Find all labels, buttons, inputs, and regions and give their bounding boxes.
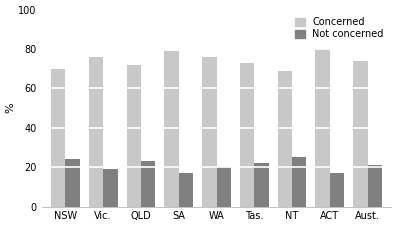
Bar (103, 169, 118, 207)
Bar (127, 65, 141, 207)
Bar (330, 173, 344, 207)
Bar (216, 167, 231, 207)
Bar (240, 63, 254, 207)
Bar (51, 69, 66, 207)
Bar (353, 61, 368, 207)
Bar (164, 51, 179, 207)
Bar (202, 57, 216, 207)
Y-axis label: %: % (6, 103, 15, 113)
Bar (316, 49, 330, 207)
Bar (89, 57, 103, 207)
Bar (292, 157, 306, 207)
Bar (141, 161, 155, 207)
Bar (278, 71, 292, 207)
Bar (66, 159, 80, 207)
Bar (254, 163, 269, 207)
Legend: Concerned, Not concerned: Concerned, Not concerned (292, 15, 387, 42)
Bar (368, 165, 382, 207)
Bar (179, 173, 193, 207)
